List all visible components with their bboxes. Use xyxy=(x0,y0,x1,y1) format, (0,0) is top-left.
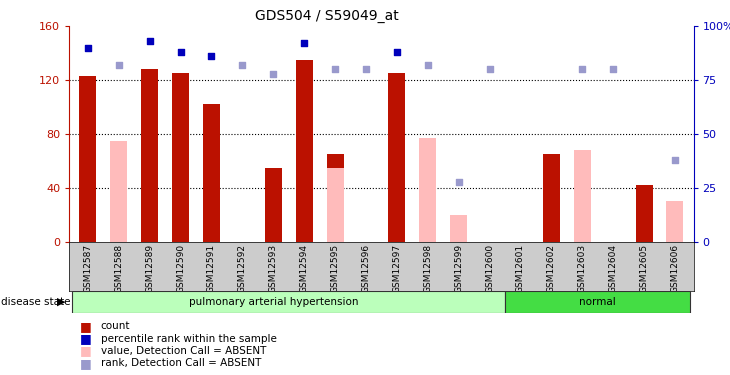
Point xyxy=(174,49,186,55)
Point xyxy=(453,178,464,184)
Text: GSM12604: GSM12604 xyxy=(609,244,618,293)
Point xyxy=(113,62,125,68)
Bar xyxy=(450,215,467,242)
Point xyxy=(484,66,496,72)
Text: GSM12592: GSM12592 xyxy=(238,244,247,293)
Text: GSM12599: GSM12599 xyxy=(454,244,463,293)
Bar xyxy=(666,201,683,242)
Point xyxy=(577,66,588,72)
Text: ■: ■ xyxy=(80,332,92,345)
Point xyxy=(299,40,310,46)
Point xyxy=(422,62,434,68)
Text: GSM12597: GSM12597 xyxy=(392,244,402,293)
Text: GSM12588: GSM12588 xyxy=(115,244,123,293)
Bar xyxy=(388,74,405,242)
Text: GSM12601: GSM12601 xyxy=(516,244,525,293)
Text: pulmonary arterial hypertension: pulmonary arterial hypertension xyxy=(188,297,358,307)
Point xyxy=(391,49,403,55)
Text: ■: ■ xyxy=(80,345,92,357)
Bar xyxy=(203,104,220,242)
Text: GDS504 / S59049_at: GDS504 / S59049_at xyxy=(255,9,399,23)
Point xyxy=(607,66,619,72)
Text: GSM12587: GSM12587 xyxy=(83,244,93,293)
Text: GSM12591: GSM12591 xyxy=(207,244,216,293)
Text: GSM12600: GSM12600 xyxy=(485,244,494,293)
Bar xyxy=(326,154,344,242)
Bar xyxy=(265,168,282,242)
Text: GSM12603: GSM12603 xyxy=(577,244,587,293)
Text: ▶: ▶ xyxy=(57,297,66,307)
Text: GSM12589: GSM12589 xyxy=(145,244,154,293)
Point xyxy=(669,157,681,163)
Text: GSM12605: GSM12605 xyxy=(639,244,648,293)
Text: ■: ■ xyxy=(80,320,92,333)
Text: rank, Detection Call = ABSENT: rank, Detection Call = ABSENT xyxy=(101,358,261,368)
Text: normal: normal xyxy=(580,297,616,307)
Text: GSM12596: GSM12596 xyxy=(361,244,371,293)
Point xyxy=(267,70,279,77)
Text: GSM12598: GSM12598 xyxy=(423,244,432,293)
Bar xyxy=(543,154,560,242)
Bar xyxy=(172,74,189,242)
Bar xyxy=(419,138,437,242)
Text: count: count xyxy=(101,321,130,331)
Bar xyxy=(636,185,653,242)
Bar xyxy=(110,141,127,242)
Point xyxy=(360,66,372,72)
Text: GSM12595: GSM12595 xyxy=(331,244,339,293)
Text: GSM12590: GSM12590 xyxy=(176,244,185,293)
Text: ■: ■ xyxy=(80,357,92,370)
Bar xyxy=(141,69,158,242)
Text: value, Detection Call = ABSENT: value, Detection Call = ABSENT xyxy=(101,346,266,356)
Text: GSM12606: GSM12606 xyxy=(670,244,680,293)
Point xyxy=(237,62,248,68)
Bar xyxy=(296,60,312,242)
Point xyxy=(82,45,93,51)
Point xyxy=(144,38,155,44)
Bar xyxy=(326,168,344,242)
Bar xyxy=(80,76,96,242)
FancyBboxPatch shape xyxy=(72,291,505,313)
Text: GSM12602: GSM12602 xyxy=(547,244,556,293)
Text: disease state: disease state xyxy=(1,297,71,307)
Text: GSM12593: GSM12593 xyxy=(269,244,278,293)
Point xyxy=(329,66,341,72)
Text: percentile rank within the sample: percentile rank within the sample xyxy=(101,334,277,344)
Bar xyxy=(574,150,591,242)
FancyBboxPatch shape xyxy=(505,291,691,313)
Point xyxy=(206,54,218,60)
Text: GSM12594: GSM12594 xyxy=(300,244,309,293)
